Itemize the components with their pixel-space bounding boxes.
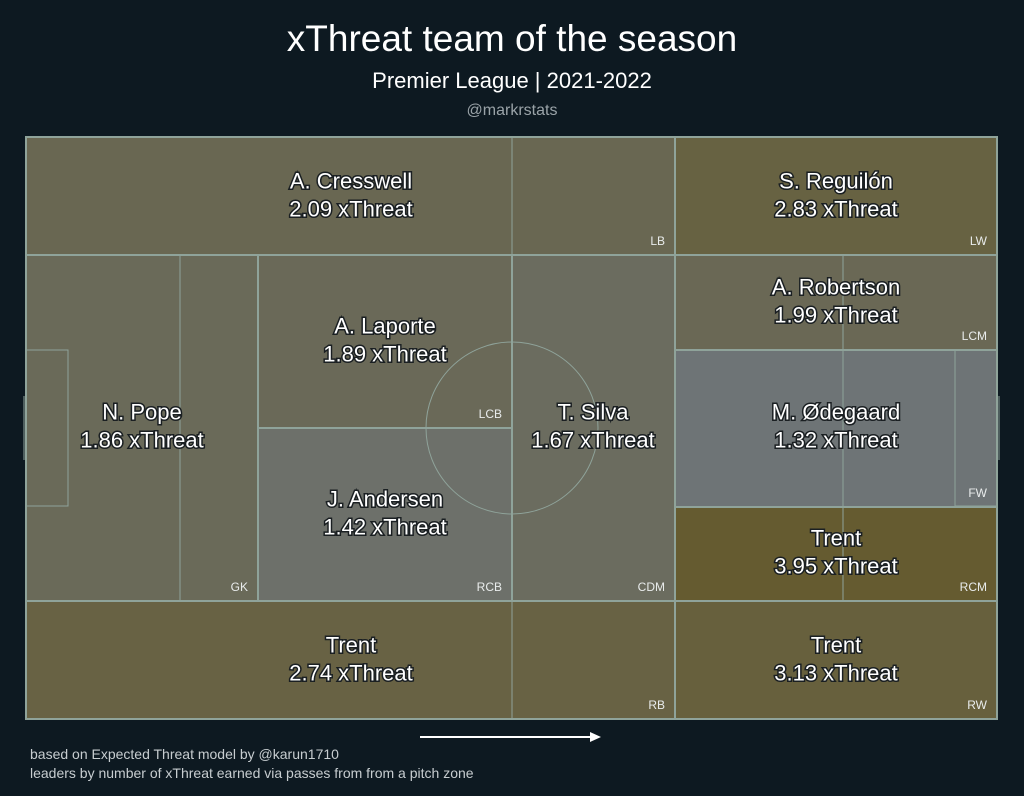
player-name-rw: Trent [811, 633, 862, 658]
left-six-yard-box [25, 349, 69, 507]
player-name-rb: Trent [326, 633, 377, 658]
position-label-lb: LB [650, 234, 665, 248]
position-label-fw: FW [968, 486, 987, 500]
position-label-lw: LW [970, 234, 988, 248]
pitch-lines [23, 136, 1000, 720]
xthreat-value-rcb: 1.42 xThreat [323, 515, 447, 540]
zone-lw [674, 136, 998, 256]
player-name-fw: M. Ødegaard [772, 400, 900, 425]
zone-fw [674, 349, 998, 508]
position-label-rw: RW [967, 698, 987, 712]
xthreat-value-lcm: 1.99 xThreat [774, 303, 898, 328]
xthreat-value-cdm: 1.67 xThreat [531, 428, 655, 453]
footnote-method: leaders by number of xThreat earned via … [30, 765, 474, 781]
xthreat-value-gk: 1.86 xThreat [80, 428, 204, 453]
footnote-source: based on Expected Threat model by @karun… [30, 746, 339, 762]
labels-layer: A. Cresswell 2.09 xThreat LB S. Reguilón 2.8… [79, 167, 988, 712]
player-name-rcm: Trent [811, 526, 862, 551]
zone-cdm [511, 254, 676, 602]
position-label-lcm: LCM [962, 329, 987, 343]
xthreat-value-fw: 1.32 xThreat [774, 428, 898, 453]
position-label-rcb: RCB [477, 580, 502, 594]
zone-rcb [257, 427, 513, 602]
position-label-lcb: LCB [479, 407, 502, 421]
player-name-rcb: J. Andersen [327, 487, 443, 512]
zone-lcb [257, 254, 513, 429]
xthreat-value-rb: 2.74 xThreat [289, 661, 413, 686]
xthreat-value-lb: 2.09 xThreat [289, 197, 413, 222]
position-label-cdm: CDM [638, 580, 665, 594]
zone-rw [674, 600, 998, 720]
zone-rb [25, 600, 676, 720]
zone-gk [25, 254, 259, 602]
player-name-lw: S. Reguilón [779, 169, 893, 194]
zones-layer [25, 136, 998, 720]
centre-circle [425, 341, 599, 515]
xthreat-value-rw: 3.13 xThreat [774, 661, 898, 686]
position-label-gk: GK [231, 580, 248, 594]
author-handle: @markrstats [466, 102, 558, 119]
direction-arrow [420, 732, 601, 742]
chart-title: xThreat team of the season [286, 18, 738, 59]
player-name-lcb: A. Laporte [334, 314, 436, 339]
xthreat-value-lw: 2.83 xThreat [774, 197, 898, 222]
xthreat-value-rcm: 3.95 xThreat [774, 554, 898, 579]
xthreat-value-lcb: 1.89 xThreat [323, 342, 447, 367]
player-name-cdm: T. Silva [558, 400, 630, 425]
player-name-lcm: A. Robertson [772, 275, 900, 300]
player-name-lb: A. Cresswell [290, 169, 412, 194]
position-label-rcm: RCM [960, 580, 987, 594]
player-name-gk: N. Pope [102, 400, 182, 425]
chart-subtitle: Premier League | 2021-2022 [372, 68, 652, 93]
right-six-yard-box [954, 349, 998, 507]
position-label-rb: RB [648, 698, 665, 712]
